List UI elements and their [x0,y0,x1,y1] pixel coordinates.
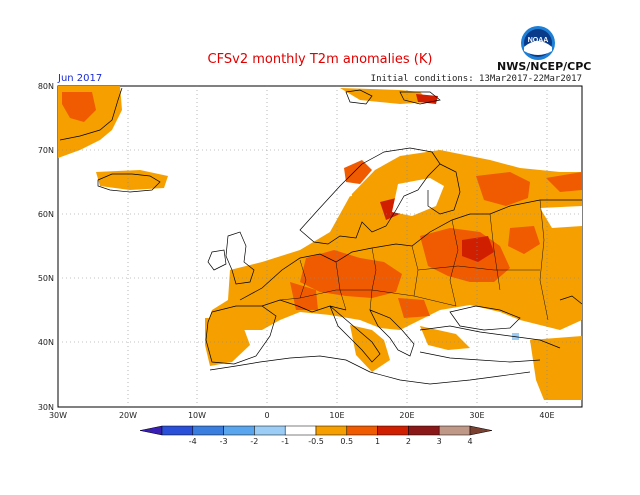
country-borders [279,199,549,321]
colorbar-box [223,425,255,436]
colorbar-tick-label: -0.5 [308,437,324,446]
colorbar-arrow-low [139,425,163,436]
lon-label: 10E [329,411,344,420]
lon-label: 30E [469,411,484,420]
colorbar-box [161,425,194,436]
colorbar-tick-label: -4 [189,437,197,446]
colorbar-box [438,425,471,436]
lat-label: 40N [38,338,54,347]
svg-text:NOAA: NOAA [528,37,549,44]
noaa-logo-icon: NOAA [521,26,555,60]
colorbar-box [284,425,317,436]
lon-label: 40E [539,411,554,420]
colorbar-tick-label: 1 [375,437,380,446]
lat-label: 30N [38,403,54,412]
colorbar-box [315,425,348,436]
lat-label: 50N [38,274,54,283]
colorbar-tick-label: 3 [437,437,442,446]
colorbar-arrow-high [469,425,493,436]
credit-label: NWS/NCEP/CPC [497,60,592,73]
lat-label: 70N [38,146,54,155]
neutral-gaps [336,178,582,228]
colorbar-tick-label: -1 [281,437,289,446]
latitude-labels: 80N 70N 60N 50N 40N 30N [38,82,54,412]
initial-conditions: Initial conditions: 13Mar2017-22Mar2017 [370,74,582,84]
colorbar-box [346,425,378,436]
lon-label: 30W [49,411,67,420]
anomaly-fill-red [62,92,582,318]
graticule [58,86,582,407]
colorbar-box [254,425,286,436]
colorbar-box [192,425,224,436]
colorbar-tick-label: 4 [467,437,472,446]
map-title: CFSv2 monthly T2m anomalies (K) [207,52,433,67]
lon-label: 0 [264,411,269,420]
colorbar-box [408,425,440,436]
colorbar-tick-label: 0.5 [340,437,353,446]
lon-label: 10W [188,411,206,420]
coastlines [59,87,583,385]
forecast-month: Jun 2017 [58,73,103,84]
lat-label: 80N [38,82,54,91]
colorbar-box [377,425,409,436]
lon-label: 20W [119,411,137,420]
colorbar-tick-label: 2 [406,437,411,446]
colorbar-tick-label: -3 [220,437,228,446]
colorbar-tick-label: -2 [250,437,258,446]
lat-label: 60N [38,210,54,219]
longitude-labels: 30W 20W 10W 0 10E 20E 30E 40E [49,411,555,420]
colorbar: -4 -3 -2 -1 -0.5 0.5 1 2 3 4 [139,425,493,446]
lon-label: 20E [399,411,414,420]
